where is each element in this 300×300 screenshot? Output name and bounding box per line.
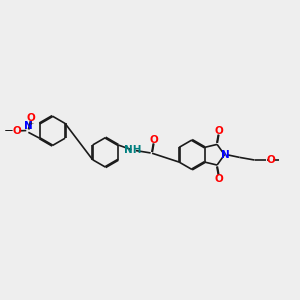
Text: −: − xyxy=(3,124,13,137)
Text: O: O xyxy=(214,174,223,184)
Text: O: O xyxy=(267,155,276,165)
Text: +: + xyxy=(29,121,34,126)
Text: O: O xyxy=(149,135,158,145)
Text: O: O xyxy=(214,126,223,136)
Text: O: O xyxy=(27,112,35,123)
Text: O: O xyxy=(13,126,21,136)
Text: N: N xyxy=(24,121,33,131)
Text: NH: NH xyxy=(124,145,142,155)
Text: N: N xyxy=(221,150,230,160)
